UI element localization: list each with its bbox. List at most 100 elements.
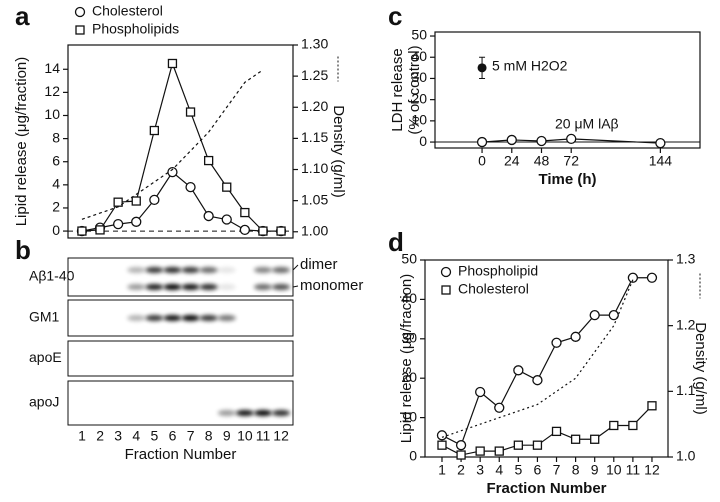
marker — [532, 375, 543, 386]
marker — [456, 450, 466, 460]
marker — [222, 182, 232, 192]
marker — [240, 207, 250, 218]
legend-marker — [74, 6, 86, 18]
x-axis-label: Fraction Number — [125, 446, 237, 463]
marker — [532, 440, 543, 450]
y-tick-label: 30 — [401, 330, 417, 346]
blot-lane — [67, 257, 294, 297]
band — [181, 315, 200, 321]
x-tick-label: 9 — [223, 428, 231, 444]
y-tick-label: 10 — [411, 112, 427, 128]
x-tick-label: 24 — [504, 153, 520, 169]
legend-marker — [440, 266, 452, 278]
band — [145, 267, 164, 273]
row-label: apoE — [29, 349, 62, 365]
series-line — [441, 277, 652, 447]
marker — [513, 440, 523, 450]
marker — [239, 224, 251, 236]
y-axis-label: (% of control) — [406, 45, 423, 134]
marker — [258, 226, 268, 236]
marker — [536, 135, 547, 147]
y-tick-label: 12 — [44, 83, 60, 99]
band — [217, 315, 236, 321]
series-line — [81, 171, 282, 232]
y2-axis-label: Density (g/ml) — [330, 105, 347, 198]
y-tick-label: 40 — [401, 290, 417, 306]
marker — [131, 216, 142, 227]
legend-label: Phospholipid — [458, 263, 538, 279]
band — [272, 284, 291, 290]
marker — [203, 210, 214, 222]
row-label: GM1 — [29, 309, 60, 325]
marker — [566, 133, 577, 145]
band — [254, 267, 272, 273]
marker — [185, 107, 196, 117]
plot-frame — [424, 259, 669, 458]
series-label: 5 mM H2O2 — [492, 58, 568, 74]
band-pointer — [292, 264, 299, 271]
marker — [149, 194, 160, 206]
x-tick-label: 12 — [273, 428, 289, 444]
marker — [551, 426, 562, 437]
y-axis-label: Lipid release (μg/fraction) — [398, 274, 415, 444]
band — [217, 267, 236, 273]
marker — [628, 420, 638, 431]
blot-lane — [67, 340, 294, 377]
row-label: apoJ — [29, 394, 59, 410]
legend-label: Phospholipids — [92, 21, 179, 37]
marker — [203, 155, 214, 166]
series-line — [441, 405, 653, 456]
y-tick-label: 50 — [411, 27, 427, 43]
y2-tick-label: 1.30 — [301, 36, 328, 52]
y2-tick-label: 1.00 — [301, 222, 328, 238]
marker — [276, 226, 286, 236]
band — [254, 284, 272, 290]
marker — [589, 310, 600, 321]
x-axis-label: Fraction Number — [486, 480, 606, 497]
marker — [167, 166, 178, 178]
x-tick-label: 6 — [169, 428, 177, 444]
y2-tick-label: 1.2 — [676, 316, 696, 332]
legend-label: Cholesterol — [92, 3, 163, 19]
band — [217, 284, 236, 290]
x-tick-label: 4 — [495, 462, 503, 478]
y-tick-label: 10 — [44, 106, 60, 122]
band — [163, 315, 182, 321]
band-pointer — [292, 285, 299, 288]
plot-frame — [434, 31, 701, 149]
y-tick-label: 30 — [411, 69, 427, 85]
marker — [475, 386, 486, 398]
panel-label: b — [15, 235, 31, 265]
band — [199, 284, 218, 290]
x-tick-label: 3 — [476, 462, 484, 478]
band — [127, 315, 146, 321]
marker — [494, 402, 505, 413]
marker — [112, 218, 124, 230]
marker — [149, 125, 159, 136]
marker — [77, 226, 87, 236]
x-tick-label: 12 — [644, 462, 660, 478]
marker — [475, 446, 485, 456]
marker — [655, 137, 666, 149]
x-tick-label: 3 — [114, 428, 122, 444]
row-label: Aβ1-40 — [29, 268, 75, 284]
marker — [113, 197, 123, 207]
y2-tick-label: 1.15 — [301, 129, 328, 145]
marker — [476, 136, 488, 148]
marker — [627, 272, 639, 283]
marker — [185, 181, 196, 193]
band — [181, 267, 200, 273]
x-tick-label: 10 — [606, 462, 622, 478]
marker — [570, 434, 581, 444]
series-line — [441, 279, 634, 438]
marker — [494, 446, 504, 456]
blot-lane — [67, 380, 294, 426]
y-tick-label: 0 — [419, 133, 427, 149]
y-tick-label: 6 — [52, 152, 60, 168]
band — [163, 284, 182, 290]
y2-tick-label: 1.3 — [676, 251, 696, 267]
legend-marker — [75, 25, 85, 35]
y2-tick-label: 1.20 — [301, 98, 328, 114]
marker — [167, 58, 178, 69]
marker — [647, 401, 657, 411]
